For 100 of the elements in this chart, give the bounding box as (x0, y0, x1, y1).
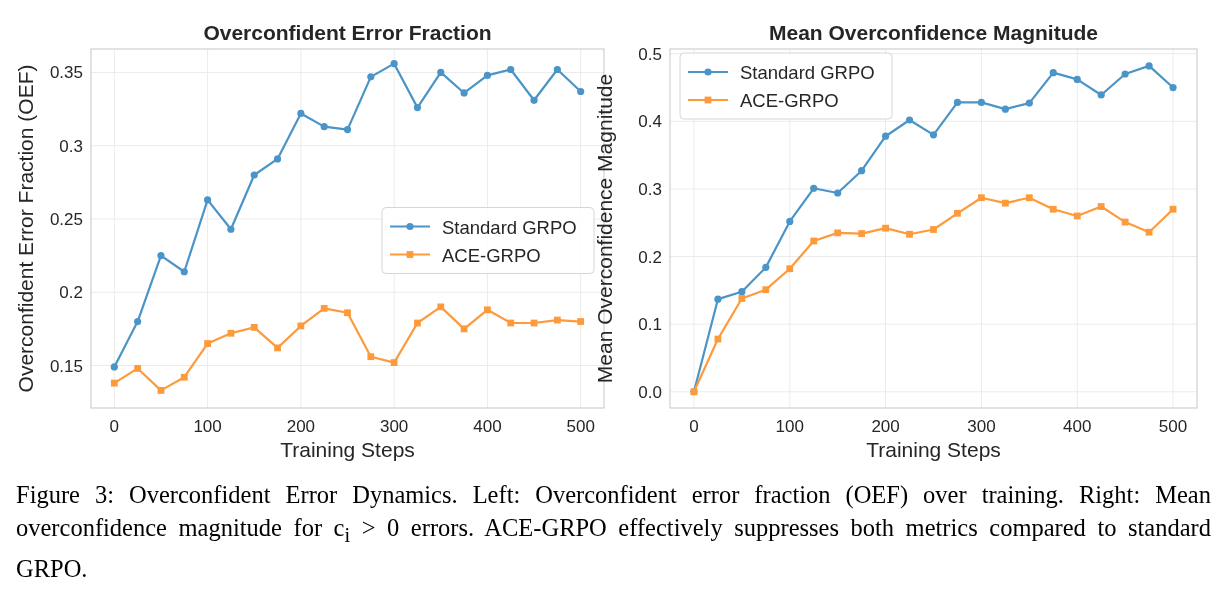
point (460, 89, 468, 97)
y-tick-label: 0.5 (638, 44, 662, 64)
y-tick-label: 0.1 (638, 315, 662, 335)
y-axis-title: Mean Overconfidence Magnitude (593, 73, 616, 384)
x-tick-label: 0 (109, 417, 120, 436)
point (953, 98, 962, 107)
x-axis-title: Training Steps (280, 438, 415, 461)
x-tick-label: 400 (473, 417, 502, 436)
point (530, 96, 538, 104)
point (810, 237, 818, 245)
point (390, 60, 398, 68)
point (977, 98, 986, 107)
point (834, 189, 842, 197)
point (881, 132, 890, 140)
point (507, 319, 515, 327)
point (110, 363, 118, 371)
point (1121, 218, 1129, 226)
point (110, 379, 118, 387)
point (786, 217, 794, 225)
y-tick-label: 0.25 (49, 209, 83, 229)
x-tick-label: 300 (379, 417, 409, 436)
x-tick-label: 500 (566, 417, 595, 436)
point (577, 87, 585, 96)
point (227, 329, 235, 337)
point (134, 365, 142, 372)
point (250, 324, 258, 331)
point (180, 268, 188, 276)
point (882, 224, 889, 232)
point (297, 322, 305, 330)
y-tick-label: 0.4 (638, 112, 662, 132)
point (1097, 91, 1105, 99)
point (954, 209, 961, 217)
point (1145, 62, 1153, 70)
point (1073, 75, 1081, 84)
point (1121, 70, 1129, 78)
point (1025, 194, 1033, 202)
y-tick-label: 0.3 (59, 136, 83, 156)
point (1073, 212, 1081, 220)
point (930, 226, 937, 233)
point (460, 325, 468, 333)
y-tick-label: 0.2 (638, 247, 662, 267)
point (1145, 228, 1153, 236)
point (810, 184, 818, 192)
x-tick-label: 300 (967, 417, 996, 436)
y-tick-label: 0.2 (59, 283, 83, 303)
point (344, 309, 351, 317)
point (714, 295, 722, 303)
point (367, 73, 375, 81)
y-axis-title: Overconfident Error Fraction (OEF) (14, 64, 37, 393)
point (553, 316, 561, 324)
legend-label: Standard GRPO (740, 62, 875, 83)
point (1169, 83, 1177, 92)
x-tick-label: 200 (871, 417, 900, 436)
point (367, 353, 375, 361)
point (343, 125, 352, 134)
legend-label: ACE-GRPO (442, 244, 541, 266)
point (507, 65, 515, 74)
point (858, 230, 866, 237)
x-tick-label: 500 (1158, 417, 1188, 436)
text: Figure 3: Overconfident Error Dynamics. Left: Overconfident error fraction (OEF) over training. Right: Mean overconfidence magnitude for c$_{i}$ > 0 errors. ACE-GRPO effectively suppresses both metrics compared to standard GRPO. (16, 481, 1211, 582)
point (157, 387, 165, 394)
point (978, 194, 985, 202)
point (1001, 105, 1009, 113)
point (1097, 203, 1105, 210)
x-tick-label: 100 (775, 417, 804, 436)
point (929, 131, 938, 139)
y-tick-label: 0.35 (49, 63, 83, 83)
point (738, 295, 746, 302)
x-axis-title: Training Steps (866, 438, 1001, 461)
point (762, 286, 770, 294)
point (834, 229, 842, 237)
point (320, 123, 328, 131)
y-tick-label: 0.3 (638, 179, 662, 199)
point (484, 306, 491, 314)
point (320, 304, 328, 312)
chart-title: Mean Overconfidence Magnitude (768, 21, 1099, 44)
x-tick-label: 100 (193, 417, 222, 436)
point (1049, 69, 1057, 77)
point (1049, 205, 1057, 213)
x-tick-label: 200 (286, 417, 316, 436)
chart-title: Overconfident Error Fraction (203, 21, 492, 44)
point (227, 225, 235, 233)
y-tick-label: 0.15 (49, 356, 83, 376)
point (390, 359, 398, 366)
point (1001, 199, 1009, 207)
point (437, 68, 445, 77)
point (858, 167, 866, 175)
point (762, 263, 770, 271)
point (483, 71, 492, 79)
point (413, 104, 422, 112)
point (180, 373, 188, 381)
point (250, 171, 258, 179)
point (157, 252, 165, 260)
y-tick-label: 0.0 (638, 382, 662, 402)
point (274, 344, 281, 352)
x-tick-label: 400 (1063, 417, 1092, 436)
point (786, 265, 794, 273)
point (906, 230, 913, 238)
point (414, 319, 421, 327)
point (577, 318, 585, 325)
